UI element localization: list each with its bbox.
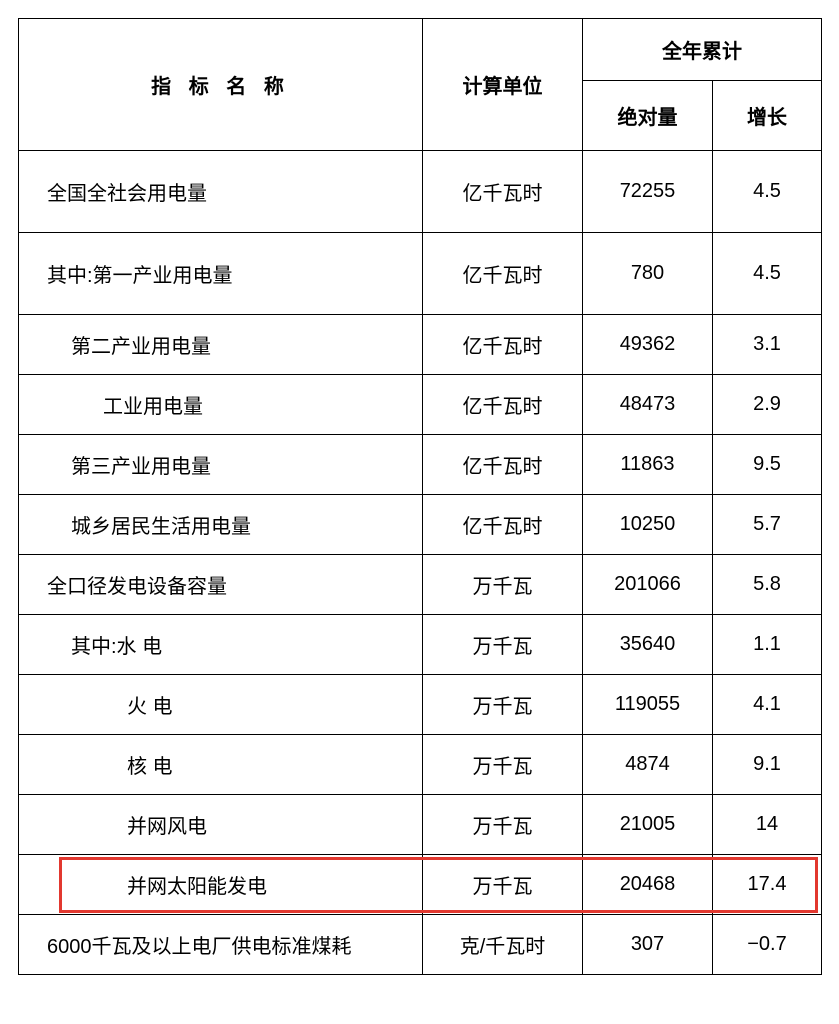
table-row: 全国全社会用电量 亿千瓦时722554.5 — [19, 151, 822, 233]
cell-unit: 万千瓦 — [423, 735, 583, 795]
table-wrap: 指 标 名 称 计算单位 全年累计 绝对量 增长 全国全社会用电量亿千瓦时722… — [18, 18, 821, 975]
cell-abs: 72255 — [583, 151, 713, 233]
cell-grow: 9.1 — [713, 735, 822, 795]
table-row: 其中:水 电 万千瓦356401.1 — [19, 615, 822, 675]
cell-name: 第三产业用电量 — [19, 435, 423, 495]
cell-grow: 9.5 — [713, 435, 822, 495]
cell-name-text: 6000千瓦及以上电厂供电标准煤耗 — [33, 930, 352, 959]
cell-unit: 亿千瓦时 — [423, 435, 583, 495]
cell-name: 全口径发电设备容量 — [19, 555, 423, 615]
data-table: 指 标 名 称 计算单位 全年累计 绝对量 增长 全国全社会用电量亿千瓦时722… — [18, 18, 822, 975]
cell-abs: 307 — [583, 915, 713, 975]
cell-grow: −0.7 — [713, 915, 822, 975]
col-header-name: 指 标 名 称 — [19, 19, 423, 151]
cell-name: 并网风电 — [19, 795, 423, 855]
table-row: 城乡居民生活用电量 亿千瓦时102505.7 — [19, 495, 822, 555]
cell-unit: 亿千瓦时 — [423, 315, 583, 375]
col-header-absolute: 绝对量 — [583, 81, 713, 151]
cell-grow: 17.4 — [713, 855, 822, 915]
cell-grow: 4.5 — [713, 233, 822, 315]
cell-unit: 万千瓦 — [423, 615, 583, 675]
cell-unit: 万千瓦 — [423, 855, 583, 915]
cell-grow: 4.5 — [713, 151, 822, 233]
table-body: 全国全社会用电量亿千瓦时722554.5其中:第一产业用电量亿千瓦时7804.5… — [19, 151, 822, 975]
cell-name-text: 第二产业用电量 — [33, 330, 211, 359]
cell-name-text: 全国全社会用电量 — [33, 177, 207, 206]
cell-unit: 万千瓦 — [423, 555, 583, 615]
table-row: 并网风电 万千瓦2100514 — [19, 795, 822, 855]
cell-name-text: 工业用电量 — [33, 390, 203, 419]
cell-abs: 201066 — [583, 555, 713, 615]
cell-name: 工业用电量 — [19, 375, 423, 435]
cell-grow: 5.8 — [713, 555, 822, 615]
cell-abs: 20468 — [583, 855, 713, 915]
cell-abs: 780 — [583, 233, 713, 315]
cell-abs: 48473 — [583, 375, 713, 435]
cell-name: 火 电 — [19, 675, 423, 735]
cell-grow: 1.1 — [713, 615, 822, 675]
cell-unit: 亿千瓦时 — [423, 151, 583, 233]
table-row: 工业用电量 亿千瓦时484732.9 — [19, 375, 822, 435]
cell-name-text: 核 电 — [33, 750, 173, 779]
cell-name: 全国全社会用电量 — [19, 151, 423, 233]
cell-grow: 2.9 — [713, 375, 822, 435]
cell-name: 第二产业用电量 — [19, 315, 423, 375]
cell-abs: 35640 — [583, 615, 713, 675]
col-header-cumulative: 全年累计 — [583, 19, 822, 81]
cell-name-text: 并网太阳能发电 — [33, 870, 267, 899]
cell-abs: 4874 — [583, 735, 713, 795]
table-row: 全口径发电设备容量 万千瓦2010665.8 — [19, 555, 822, 615]
col-header-unit: 计算单位 — [423, 19, 583, 151]
cell-name: 并网太阳能发电 — [19, 855, 423, 915]
cell-abs: 21005 — [583, 795, 713, 855]
cell-grow: 5.7 — [713, 495, 822, 555]
table-row: 其中:第一产业用电量 亿千瓦时7804.5 — [19, 233, 822, 315]
cell-unit: 亿千瓦时 — [423, 495, 583, 555]
cell-abs: 119055 — [583, 675, 713, 735]
cell-name-text: 其中:水 电 — [33, 630, 162, 659]
cell-name: 核 电 — [19, 735, 423, 795]
cell-unit: 亿千瓦时 — [423, 375, 583, 435]
cell-abs: 11863 — [583, 435, 713, 495]
cell-unit: 亿千瓦时 — [423, 233, 583, 315]
cell-name-text: 城乡居民生活用电量 — [33, 510, 251, 539]
cell-grow: 4.1 — [713, 675, 822, 735]
cell-unit: 万千瓦 — [423, 675, 583, 735]
table-row: 第三产业用电量 亿千瓦时118639.5 — [19, 435, 822, 495]
cell-grow: 3.1 — [713, 315, 822, 375]
table-row: 6000千瓦及以上电厂供电标准煤耗 克/千瓦时307−0.7 — [19, 915, 822, 975]
cell-unit: 万千瓦 — [423, 795, 583, 855]
cell-name-text: 全口径发电设备容量 — [33, 570, 227, 599]
cell-name-text: 其中:第一产业用电量 — [33, 259, 233, 288]
table-row: 火 电 万千瓦1190554.1 — [19, 675, 822, 735]
cell-name: 6000千瓦及以上电厂供电标准煤耗 — [19, 915, 423, 975]
col-header-growth: 增长 — [713, 81, 822, 151]
cell-name: 其中:第一产业用电量 — [19, 233, 423, 315]
cell-abs: 10250 — [583, 495, 713, 555]
table-row: 核 电 万千瓦48749.1 — [19, 735, 822, 795]
cell-abs: 49362 — [583, 315, 713, 375]
cell-grow: 14 — [713, 795, 822, 855]
table-header: 指 标 名 称 计算单位 全年累计 绝对量 增长 — [19, 19, 822, 151]
table-row: 第二产业用电量 亿千瓦时493623.1 — [19, 315, 822, 375]
cell-name: 城乡居民生活用电量 — [19, 495, 423, 555]
cell-name: 其中:水 电 — [19, 615, 423, 675]
cell-unit: 克/千瓦时 — [423, 915, 583, 975]
cell-name-text: 第三产业用电量 — [33, 450, 211, 479]
table-row: 并网太阳能发电 万千瓦2046817.4 — [19, 855, 822, 915]
cell-name-text: 并网风电 — [33, 810, 207, 839]
cell-name-text: 火 电 — [33, 690, 173, 719]
